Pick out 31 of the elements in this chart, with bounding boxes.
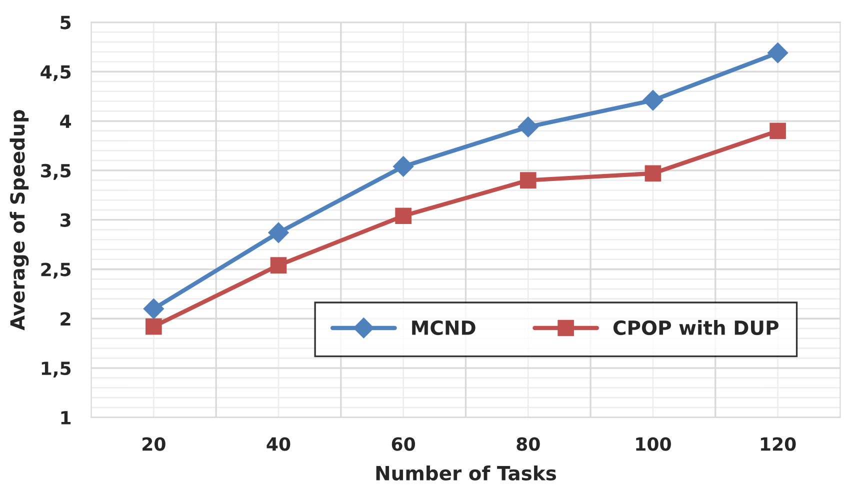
x-axis-title: Number of Tasks: [376, 465, 556, 481]
point: [644, 165, 662, 182]
y-tick-label: 4: [60, 114, 71, 128]
point: [767, 42, 788, 64]
y-tick-label: 1,5: [42, 362, 71, 378]
y-tick-label: 2,5: [41, 262, 71, 279]
y-tick-label: 4,5: [40, 65, 71, 82]
point: [770, 122, 786, 140]
point: [268, 222, 289, 244]
point: [143, 298, 164, 320]
y-tick-label: 3,5: [41, 164, 71, 180]
x-tick-label: 100: [636, 437, 671, 451]
point: [392, 156, 414, 177]
point: [395, 208, 412, 224]
point: [146, 318, 162, 335]
y-tick-label: 1: [61, 411, 71, 424]
y-tick-label: 2: [60, 312, 70, 326]
point: [520, 172, 536, 188]
y-tick-label: 3: [60, 213, 70, 227]
x-tick-label: 120: [760, 437, 796, 451]
legend-label: CPOP with DUP: [613, 320, 778, 336]
x-tick-label: 20: [142, 437, 166, 451]
point: [518, 116, 538, 138]
point: [642, 90, 664, 111]
x-tick-label: 40: [266, 437, 290, 451]
y-tick-label: 5: [60, 16, 71, 30]
x-tick-label: 60: [392, 437, 416, 451]
point: [270, 257, 287, 274]
legend-label: MCND: [412, 320, 476, 336]
y-axis-title: Average of Speedup: [10, 110, 29, 330]
x-tick-label: 80: [516, 437, 540, 451]
